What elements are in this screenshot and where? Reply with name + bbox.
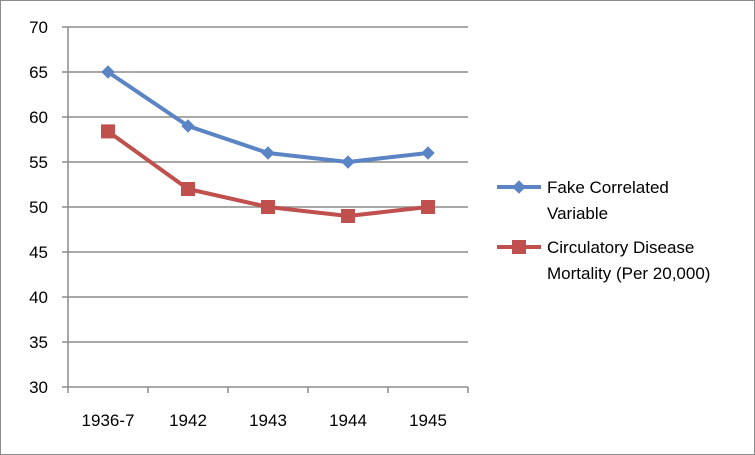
- series-lines: [101, 65, 435, 223]
- y-tick-label: 45: [29, 243, 48, 262]
- data-point-series-2: [341, 209, 355, 223]
- y-tick-label: 40: [29, 288, 48, 307]
- data-point-series-1: [101, 65, 115, 79]
- data-point-series-1: [181, 119, 195, 133]
- x-tick-label: 1936-7: [82, 411, 135, 430]
- x-tick-label: 1944: [329, 411, 367, 430]
- x-axis-tick-labels: 1936-7 1942 1943 1944 1945: [82, 411, 447, 430]
- legend-marker-1: [512, 180, 526, 194]
- legend-marker-2: [512, 240, 526, 254]
- y-tick-label: 65: [29, 63, 48, 82]
- legend: Fake Correlated Variable Circulatory Disea…: [497, 178, 710, 283]
- legend-label: Fake Correlated: [547, 178, 669, 197]
- x-tick-label: 1943: [249, 411, 287, 430]
- data-point-series-1: [421, 146, 435, 160]
- y-tick-label: 70: [29, 18, 48, 37]
- legend-label: Variable: [547, 204, 608, 223]
- x-tick-label: 1945: [409, 411, 447, 430]
- axes: [62, 26, 469, 393]
- data-point-series-2: [181, 182, 195, 196]
- y-tick-label: 50: [29, 198, 48, 217]
- legend-label: Circulatory Disease: [547, 238, 694, 257]
- y-tick-label: 30: [29, 378, 48, 397]
- data-point-series-2: [261, 200, 275, 214]
- y-tick-label: 60: [29, 108, 48, 127]
- data-point-series-2: [101, 124, 115, 139]
- data-point-series-2: [421, 200, 435, 214]
- x-tick-label: 1942: [169, 411, 207, 430]
- gridlines: [68, 26, 468, 343]
- y-tick-label: 55: [29, 153, 48, 172]
- data-point-series-1: [261, 146, 275, 160]
- y-tick-label: 35: [29, 333, 48, 352]
- legend-label: Mortality (Per 20,000): [547, 264, 710, 283]
- data-point-series-1: [341, 155, 355, 169]
- y-axis-tick-labels: 30 35 40 45 50 55 60 65 70: [29, 18, 48, 397]
